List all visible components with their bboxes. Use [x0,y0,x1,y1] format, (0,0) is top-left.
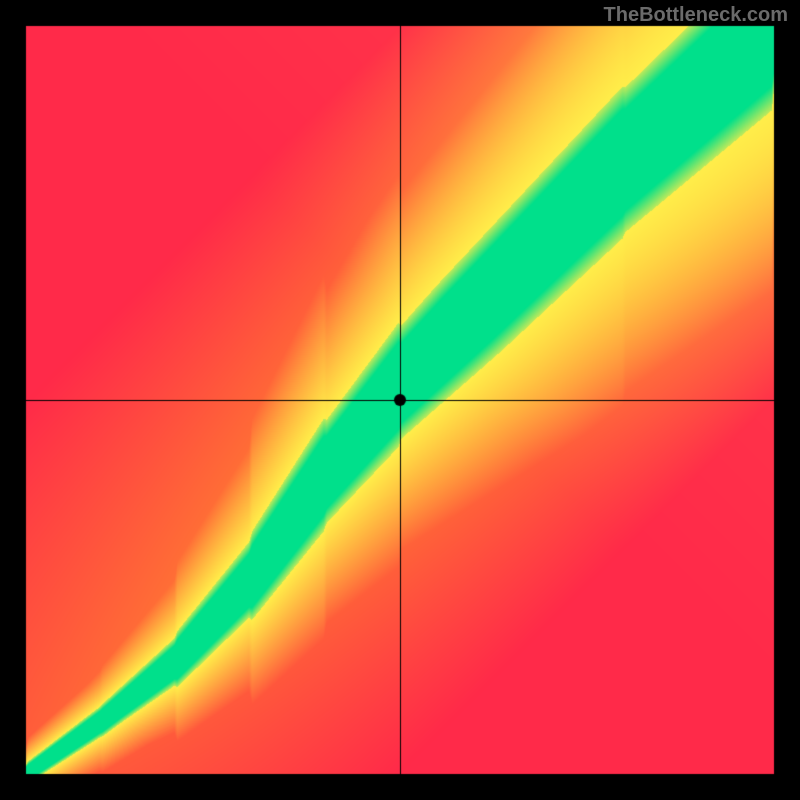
bottleneck-heatmap: TheBottleneck.com [0,0,800,800]
watermark-label: TheBottleneck.com [604,4,788,27]
heatmap-canvas [0,0,800,800]
